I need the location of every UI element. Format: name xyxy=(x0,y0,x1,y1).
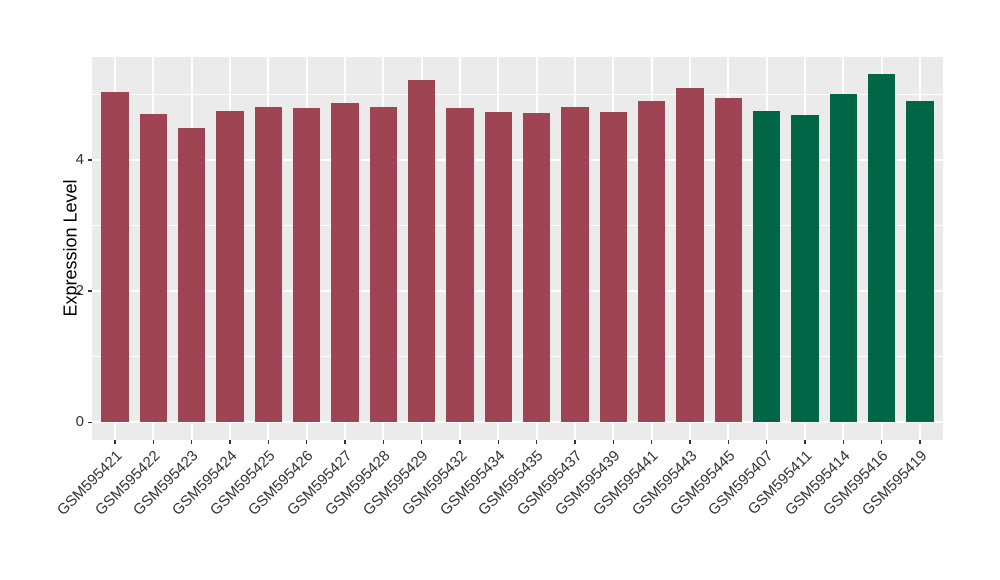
y-tick-mark xyxy=(87,421,92,424)
bar-GSM595428 xyxy=(369,107,398,423)
bar-GSM595426 xyxy=(292,108,321,423)
bar-GSM595411 xyxy=(791,114,819,423)
bar-GSM595439 xyxy=(599,112,628,423)
y-tick-label: 0 xyxy=(75,413,84,431)
x-tick-mark xyxy=(612,440,615,444)
y-tick-mark xyxy=(87,159,92,161)
bar-GSM595424 xyxy=(216,111,244,423)
x-tick-mark xyxy=(114,440,116,444)
minor-gridline xyxy=(92,224,943,227)
major-gridline xyxy=(92,290,943,293)
bar-GSM595421 xyxy=(101,92,129,423)
bar-GSM595443 xyxy=(676,87,704,423)
bar-GSM595407 xyxy=(752,111,781,423)
x-tick-mark xyxy=(344,440,346,444)
x-tick-mark xyxy=(880,440,883,444)
major-gridline xyxy=(92,421,943,424)
bar-GSM595434 xyxy=(484,112,513,423)
x-tick-mark xyxy=(152,440,155,444)
bar-GSM595416 xyxy=(867,74,896,423)
x-tick-mark xyxy=(497,440,500,444)
minor-gridline xyxy=(92,356,943,358)
x-tick-mark xyxy=(650,440,653,444)
bar-GSM595419 xyxy=(906,100,934,423)
x-tick-mark xyxy=(420,440,423,444)
x-tick-mark xyxy=(765,440,768,444)
y-tick-label: 4 xyxy=(75,150,84,168)
x-tick-mark xyxy=(267,440,270,444)
major-gridline xyxy=(92,159,943,161)
x-tick-mark xyxy=(919,440,921,444)
bar-GSM595422 xyxy=(139,114,168,423)
x-tick-mark xyxy=(305,440,308,444)
bar-GSM595423 xyxy=(177,128,206,423)
bar-GSM595414 xyxy=(829,93,858,423)
bar-GSM595441 xyxy=(637,100,666,423)
bar-GSM595437 xyxy=(561,106,589,423)
x-tick-mark xyxy=(804,440,806,444)
minor-gridline xyxy=(92,93,943,95)
x-tick-mark xyxy=(727,440,730,444)
bar-GSM595427 xyxy=(331,102,359,423)
x-tick-mark xyxy=(574,440,576,444)
x-tick-mark xyxy=(190,440,193,444)
bar-GSM595429 xyxy=(407,79,436,423)
bar-GSM595432 xyxy=(446,108,474,423)
x-tick-mark xyxy=(689,440,691,444)
bar-GSM595435 xyxy=(522,112,551,423)
y-tick-label: 2 xyxy=(75,282,84,300)
x-tick-mark xyxy=(459,440,461,444)
x-tick-mark xyxy=(842,440,845,444)
bar-GSM595425 xyxy=(254,107,283,423)
bar-GSM595445 xyxy=(714,97,743,423)
x-tick-mark xyxy=(229,440,231,444)
y-tick-mark xyxy=(87,290,92,292)
x-tick-mark xyxy=(382,440,385,444)
x-tick-mark xyxy=(535,440,538,444)
